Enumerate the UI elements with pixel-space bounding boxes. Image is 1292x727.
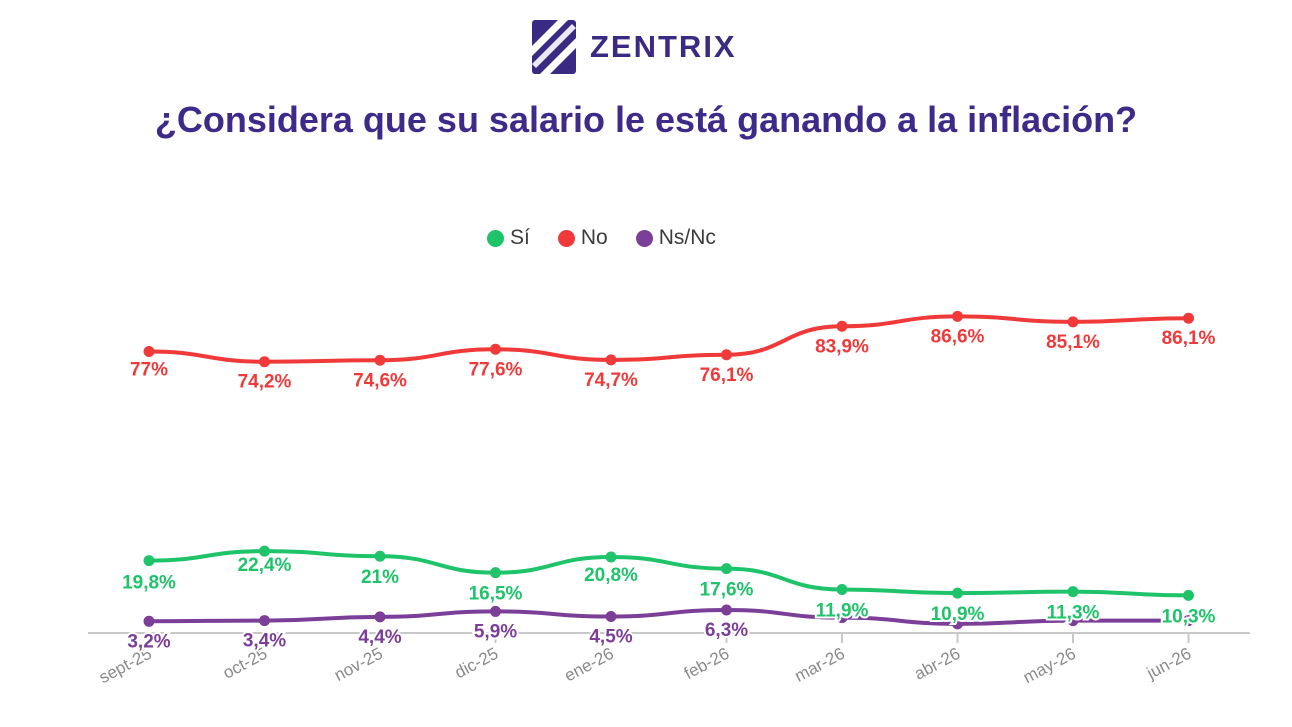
data-label-no: 76,1% — [700, 365, 754, 386]
x-tick-label: ene-26 — [561, 644, 617, 686]
data-point-si — [490, 567, 501, 579]
brand-name: ZENTRIX — [590, 29, 737, 64]
data-point-si — [836, 583, 848, 595]
data-point-nsnc — [374, 611, 386, 623]
x-tick-label: feb-26 — [681, 644, 732, 683]
data-label-si: 11,9% — [816, 600, 869, 621]
data-label-si: 21% — [361, 567, 399, 588]
data-label-no: 83,9% — [815, 336, 869, 357]
data-label-si: 19,8% — [122, 573, 176, 594]
data-label-no: 74,6% — [353, 370, 407, 391]
data-label-si: 10,9% — [931, 604, 985, 625]
data-point-nsnc — [952, 618, 963, 630]
legend-marker-nsnc — [635, 229, 653, 247]
x-tick-label: dic-25 — [452, 644, 502, 683]
legend-marker-no — [557, 229, 575, 247]
data-label-nsnc: 4,4% — [358, 627, 401, 648]
data-point-si — [721, 563, 732, 575]
legend-marker-si — [487, 229, 504, 247]
chart-title: ¿Considera que su salario le está ganand… — [154, 99, 1138, 140]
data-point-nsnc — [721, 604, 732, 616]
data-label-no: 77% — [130, 359, 168, 380]
data-label-no: 77,6% — [469, 359, 523, 380]
x-tick-label: abr-26 — [911, 644, 963, 684]
x-tick-label: nov-25 — [331, 644, 386, 685]
data-label-no: 74,2% — [238, 372, 292, 393]
x-tick-label: may-26 — [1020, 644, 1079, 687]
data-label-si: 22,4% — [238, 555, 292, 576]
data-label-nsnc: 4,5% — [589, 627, 632, 648]
data-point-nsnc — [1183, 615, 1194, 627]
data-point-nsnc — [1067, 615, 1079, 627]
data-point-no — [259, 356, 270, 368]
series-line-si — [147, 549, 1191, 598]
legend-item-no: No — [557, 226, 608, 250]
data-point-nsnc — [259, 615, 270, 627]
data-label-si: 10,3% — [1162, 606, 1216, 627]
data-point-no — [721, 349, 732, 361]
data-point-si — [952, 587, 963, 599]
data-point-no — [143, 345, 155, 357]
data-label-nsnc: 5,9% — [474, 621, 517, 642]
data-point-no — [490, 343, 501, 355]
legend-label-nsnc: Ns/Nc — [658, 226, 716, 249]
data-point-no — [374, 354, 386, 366]
data-point-si — [1067, 586, 1079, 598]
data-point-no — [836, 320, 848, 332]
data-point-si — [143, 555, 155, 567]
data-label-si: 20,8% — [584, 565, 638, 586]
data-point-si — [259, 545, 270, 557]
data-point-no — [1067, 316, 1079, 328]
data-label-si: 16,5% — [469, 584, 523, 605]
data-label-nsnc: 3,2% — [127, 631, 170, 652]
brand-logo: ZENTRIX — [528, 14, 737, 80]
legend-label-no: No — [580, 226, 608, 249]
legend-label-si: Sí — [510, 226, 530, 249]
data-point-no — [1183, 312, 1194, 324]
data-label-no: 86,6% — [931, 326, 985, 347]
data-point-nsnc — [605, 611, 617, 623]
legend-item-nsnc: Ns/Nc — [635, 226, 716, 250]
chart-legend: Sí No Ns/Nc — [487, 226, 744, 250]
series-line-no — [147, 314, 1191, 364]
data-label-no: 85,1% — [1046, 332, 1100, 353]
data-label-no: 86,1% — [1162, 328, 1216, 349]
data-label-no: 74,7% — [584, 370, 638, 391]
data-point-si — [374, 550, 386, 562]
data-point-no — [952, 310, 963, 322]
x-tick-label: mar-26 — [791, 644, 847, 686]
data-point-no — [605, 354, 617, 366]
data-label-si: 11,3% — [1047, 603, 1100, 624]
x-tick-label: jun-26 — [1143, 644, 1195, 683]
data-point-nsnc — [836, 612, 848, 624]
data-label-nsnc: 6,3% — [705, 620, 748, 641]
data-point-nsnc — [490, 605, 501, 617]
data-point-si — [1183, 589, 1194, 601]
data-point-nsnc — [143, 615, 155, 627]
zentrix-logo-icon — [532, 20, 576, 74]
series-line-nsnc — [147, 607, 1191, 626]
data-point-si — [605, 551, 617, 563]
data-label-si: 17,6% — [700, 580, 754, 601]
legend-item-si: Sí — [487, 226, 530, 250]
data-label-nsnc: 3,4% — [243, 631, 286, 652]
